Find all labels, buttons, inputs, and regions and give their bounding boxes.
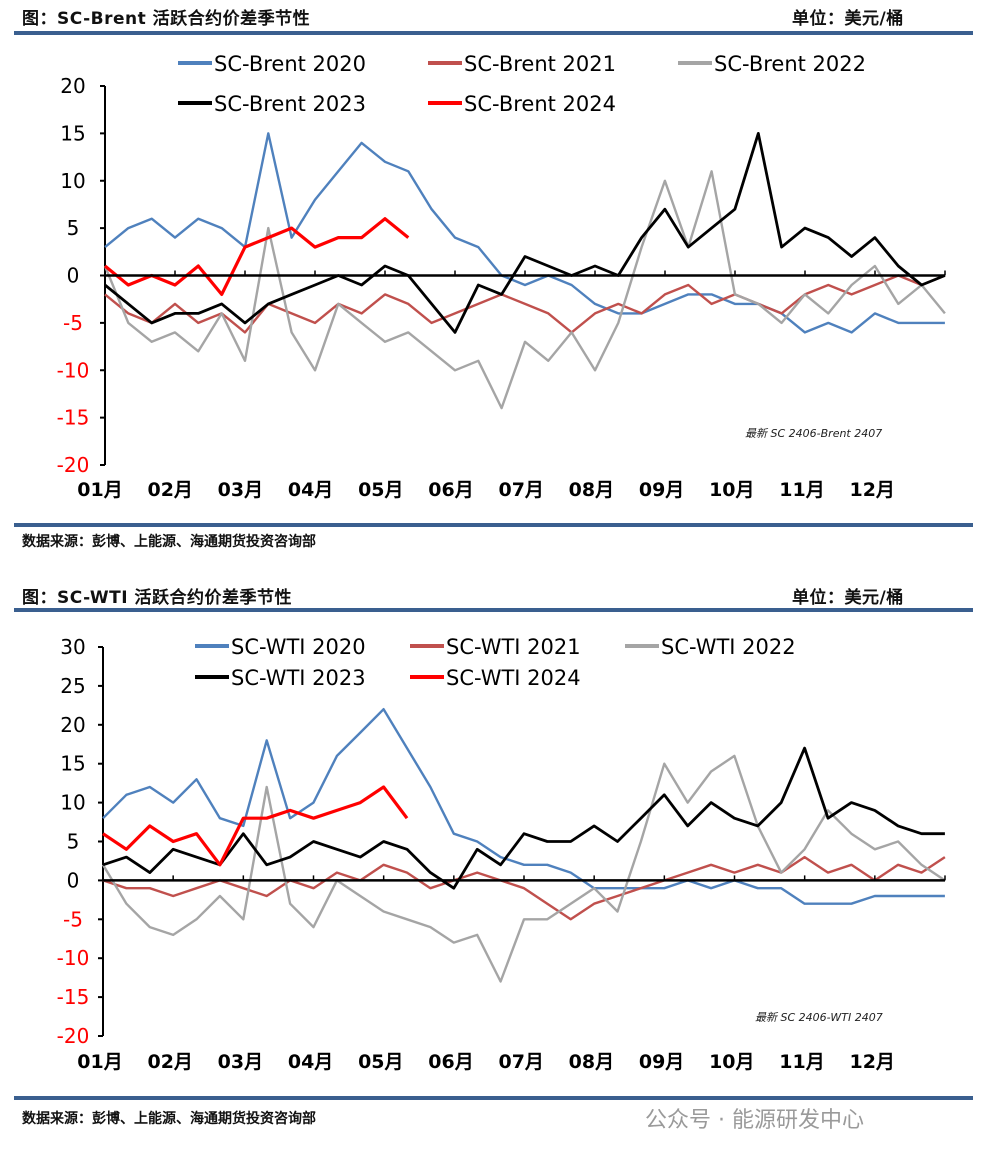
chart2-x-tick-label: 07月 — [498, 1051, 543, 1073]
chart2-x-tick-label: 02月 — [147, 1051, 192, 1073]
chart2-source: 数据来源：彭博、上能源、海通期货投资咨询部 — [22, 1111, 316, 1127]
chart1-y-tick-label: 0 — [67, 264, 80, 288]
chart1-x-tick-label: 01月 — [77, 479, 122, 501]
chart1-x-tick-label: 06月 — [428, 479, 473, 501]
chart2-y-tick-label: 0 — [67, 868, 80, 892]
chart2-title: 图：SC-WTI 活跃合约价差季节性 — [22, 588, 292, 608]
chart1-x-tick-label: 10月 — [709, 479, 754, 501]
chart2-y-tick-label: 25 — [60, 674, 85, 698]
chart2-y-tick-label: 15 — [60, 752, 85, 776]
chart1-series-line-sc-brent-2022 — [103, 170, 946, 410]
chart2-header-divider — [14, 608, 973, 612]
chart2-y-tick-label: 20 — [60, 713, 85, 737]
chart1-y-tick-label: 15 — [60, 121, 85, 145]
chart1-x-tick-label: 05月 — [358, 479, 403, 501]
chart1-legend-label: SC-Brent 2024 — [464, 92, 616, 116]
chart1-footer-divider — [14, 523, 973, 527]
chart1-x-tick-label: 04月 — [288, 479, 333, 501]
chart2-x-tick-label: 09月 — [639, 1051, 684, 1073]
chart1-y-tick-label: -10 — [57, 358, 90, 382]
chart2-y-tick-label: -20 — [57, 1024, 90, 1048]
chart2-series-line-sc-wti-2020 — [102, 708, 945, 905]
chart1-series-line-sc-brent-2023 — [104, 131, 946, 334]
chart1-legend-label: SC-Brent 2023 — [214, 92, 366, 116]
chart2-x-tick-label: 06月 — [428, 1051, 473, 1073]
chart2-y-tick-label: 5 — [67, 830, 80, 854]
chart2-legend-label: SC-WTI 2023 — [231, 666, 366, 690]
chart1-x-tick-label: 02月 — [147, 479, 192, 501]
chart1-y-tick-label: -20 — [57, 453, 90, 477]
chart2-legend-label: SC-WTI 2024 — [446, 666, 581, 690]
chart1-y-tick-label: 20 — [60, 74, 85, 98]
chart2-series-line-sc-wti-2021 — [102, 855, 946, 921]
chart1-header-divider — [14, 31, 973, 35]
chart2-series-line-sc-wti-2022 — [101, 754, 946, 983]
chart1-source: 数据来源：彭博、上能源、海通期货投资咨询部 — [22, 534, 316, 550]
chart2-x-tick-label: 12月 — [849, 1051, 894, 1073]
chart2-x-tick-label: 11月 — [779, 1051, 824, 1073]
chart1-y-tick-label: 10 — [60, 169, 85, 193]
chart1-y-tick-label: -15 — [57, 406, 90, 430]
chart2-y-tick-label: 10 — [60, 791, 85, 815]
chart2-x-tick-label: 04月 — [288, 1051, 333, 1073]
chart2-legend-label: SC-WTI 2022 — [661, 635, 796, 659]
chart2-x-tick-label: 03月 — [218, 1051, 263, 1073]
chart2-footer-divider — [14, 1096, 973, 1100]
chart1-legend-label: SC-Brent 2021 — [464, 52, 616, 76]
chart2-x-tick-label: 05月 — [358, 1051, 403, 1073]
chart2-series-line-sc-wti-2024 — [102, 785, 409, 867]
chart1-latest-annotation: 最新 SC 2406-Brent 2407 — [745, 427, 882, 440]
chart2-legend-label: SC-WTI 2020 — [231, 635, 366, 659]
chart2-series-line-sc-wti-2023 — [102, 746, 945, 890]
chart1-y-tick-label: -5 — [63, 311, 83, 335]
chart1-series-line-sc-brent-2024 — [103, 217, 410, 296]
chart1-x-tick-label: 09月 — [639, 479, 684, 501]
chart1-x-tick-label: 03月 — [218, 479, 263, 501]
chart1-title: 图：SC-Brent 活跃合约价差季节性 — [22, 9, 311, 29]
chart2-unit: 单位：美元/桶 — [792, 588, 904, 608]
chart2-y-tick-label: -5 — [63, 907, 83, 931]
chart1-y-tick-label: 5 — [67, 216, 80, 240]
chart1-x-tick-label: 08月 — [569, 479, 614, 501]
chart2-legend-label: SC-WTI 2021 — [446, 635, 581, 659]
chart1-legend-label: SC-Brent 2020 — [214, 52, 366, 76]
chart1-unit: 单位：美元/桶 — [792, 9, 904, 29]
chart1-x-tick-label: 12月 — [849, 479, 894, 501]
watermark: 公众号 · 能源研发中心 — [645, 1108, 864, 1133]
chart2-y-tick-label: 30 — [60, 635, 85, 659]
chart1-legend-label: SC-Brent 2022 — [714, 52, 866, 76]
chart1-x-tick-label: 07月 — [498, 479, 543, 501]
chart2-y-tick-label: -10 — [57, 946, 90, 970]
chart2-y-tick-label: -15 — [57, 985, 90, 1009]
chart2-x-tick-label: 01月 — [77, 1051, 122, 1073]
chart2-latest-annotation: 最新 SC 2406-WTI 2407 — [755, 1011, 883, 1024]
chart2-x-tick-label: 10月 — [709, 1051, 754, 1073]
chart1-x-tick-label: 11月 — [779, 479, 824, 501]
chart2-x-tick-label: 08月 — [569, 1051, 614, 1073]
